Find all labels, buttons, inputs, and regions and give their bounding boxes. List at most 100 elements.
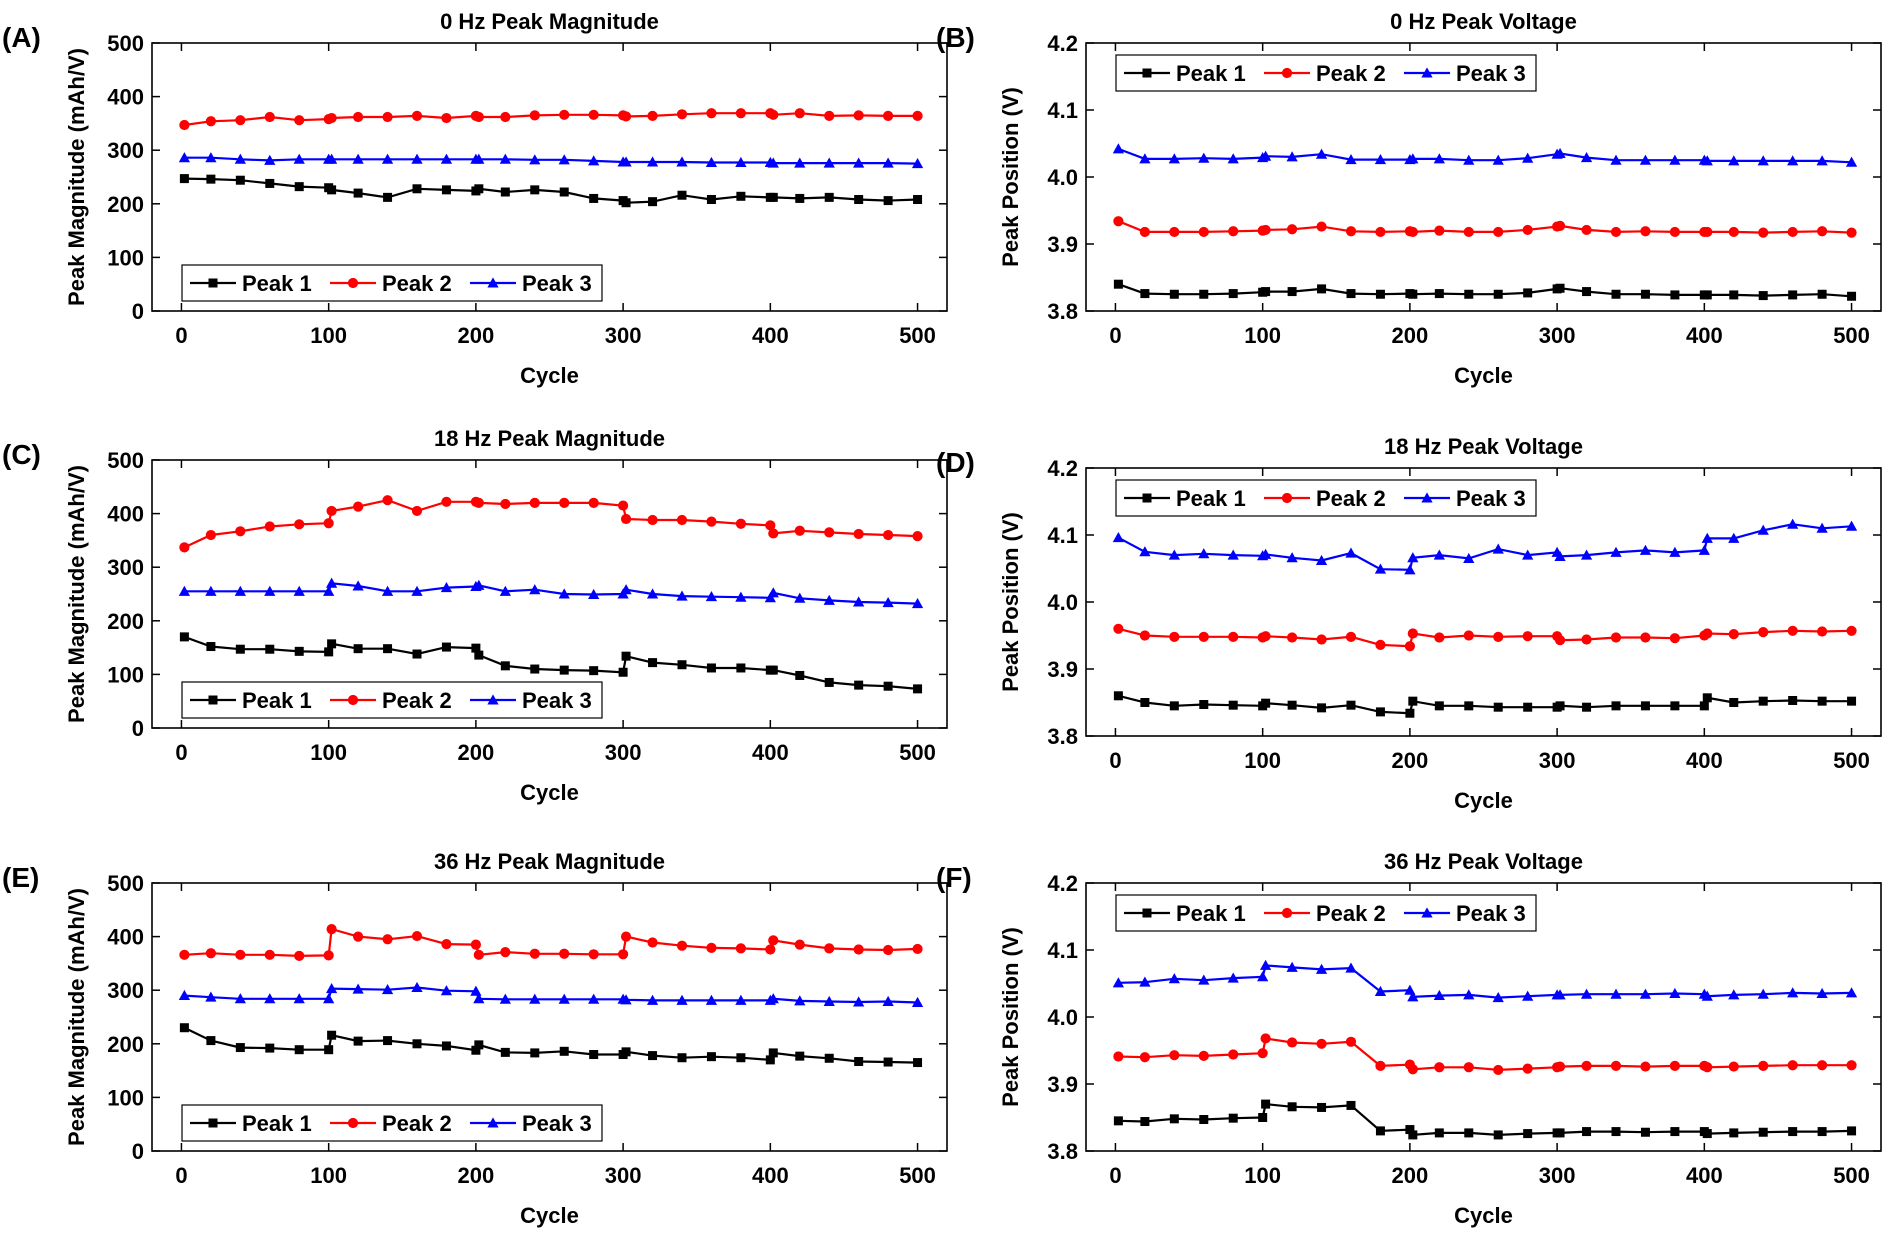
data-point <box>1817 696 1827 706</box>
data-point <box>883 681 893 691</box>
legend-marker <box>487 1117 499 1128</box>
chart-title: 36 Hz Peak Magnitude <box>434 849 665 874</box>
data-point <box>474 184 484 194</box>
data-point <box>794 592 806 603</box>
data-point <box>326 112 337 124</box>
data-point <box>558 154 570 165</box>
data-point <box>824 1053 834 1063</box>
data-point <box>353 1036 363 1046</box>
series-peak-3 <box>1112 959 1858 1003</box>
data-point <box>1758 1060 1769 1072</box>
data-point <box>1259 548 1272 559</box>
data-point <box>264 585 276 596</box>
data-point <box>1580 151 1593 163</box>
y-tick-label: 0 <box>132 299 144 324</box>
data-point <box>1315 963 1328 974</box>
data-point <box>1610 546 1622 557</box>
data-point <box>794 108 805 119</box>
data-point <box>1847 696 1857 706</box>
data-point <box>474 650 484 660</box>
data-point <box>1464 289 1474 299</box>
data-point <box>1522 549 1534 560</box>
data-point <box>383 192 393 202</box>
series-peak-2 <box>1113 623 1857 652</box>
data-point <box>706 516 717 527</box>
y-tick-label: 4.1 <box>1047 938 1078 963</box>
x-axis-label: Cycle <box>1454 363 1513 388</box>
x-tick-label: 200 <box>458 1163 495 1188</box>
legend-label: Peak 1 <box>1176 486 1246 511</box>
legend-item: Peak 3 <box>1404 61 1526 86</box>
panel-b: 0 Hz Peak Voltage (B) 0 100 200 300 400 500 3.8 3… <box>936 9 1882 388</box>
legend: Peak 1 Peak 2 Peak 3 <box>181 681 603 719</box>
data-point <box>1139 226 1150 238</box>
data-point <box>324 1045 334 1055</box>
data-point <box>559 1046 569 1056</box>
y-tick-label: 500 <box>107 31 144 56</box>
data-point <box>294 1045 304 1055</box>
data-point <box>765 1055 775 1065</box>
data-point <box>765 520 776 531</box>
data-point <box>1669 633 1680 644</box>
series-line <box>184 986 918 1004</box>
y-axis-label: Peak Magnitude (mAh/V) <box>64 48 89 306</box>
data-point <box>1112 532 1125 543</box>
data-point <box>735 156 747 168</box>
data-point <box>411 505 423 517</box>
x-tick-label: 200 <box>458 740 495 765</box>
data-point <box>1847 1126 1857 1136</box>
data-point <box>1728 532 1740 543</box>
data-point <box>1228 226 1239 237</box>
data-point <box>205 152 217 163</box>
data-point <box>795 670 805 680</box>
data-point <box>1434 701 1444 711</box>
data-point <box>620 931 632 942</box>
data-point <box>768 665 778 675</box>
data-point <box>706 108 717 119</box>
data-point <box>353 111 364 123</box>
data-point <box>1463 989 1475 1000</box>
data-point <box>473 993 485 1004</box>
legend-item: Peak 1 <box>1124 61 1246 86</box>
data-point <box>1434 289 1444 299</box>
data-point <box>794 157 806 168</box>
y-tick-label: 100 <box>107 662 144 687</box>
data-point <box>913 195 923 205</box>
data-point <box>1554 989 1566 1000</box>
data-point <box>1259 959 1272 970</box>
panel-label: (D) <box>936 447 975 478</box>
x-tick-label: 200 <box>1392 323 1429 348</box>
data-point <box>327 639 337 649</box>
data-point <box>1581 1060 1592 1072</box>
y-tick-label: 300 <box>107 978 144 1003</box>
data-point <box>588 497 599 508</box>
data-point <box>1758 227 1769 238</box>
data-point <box>1463 552 1475 563</box>
x-axis-label: Cycle <box>1454 1203 1513 1228</box>
data-point <box>853 596 865 607</box>
legend-label: Peak 2 <box>382 271 452 296</box>
x-tick-label: 500 <box>1833 1163 1870 1188</box>
data-point <box>293 585 305 596</box>
x-tick-label: 400 <box>752 1163 789 1188</box>
data-point <box>1113 623 1124 634</box>
data-point <box>1758 291 1768 301</box>
data-point <box>1198 1050 1209 1061</box>
data-point <box>883 944 894 956</box>
data-point <box>854 1056 864 1066</box>
data-point <box>1523 288 1533 298</box>
data-point <box>1257 1048 1268 1059</box>
data-point <box>294 115 305 126</box>
legend-item: Peak 2 <box>1264 61 1386 86</box>
data-point <box>1316 634 1327 645</box>
y-axis-label: Peak Position (V) <box>998 927 1023 1107</box>
chart-title: 0 Hz Peak Magnitude <box>440 9 659 34</box>
legend: Peak 1 Peak 2 Peak 3 <box>181 264 603 302</box>
data-point <box>381 153 394 164</box>
data-point <box>235 526 246 537</box>
legend-item: Peak 3 <box>1404 486 1526 511</box>
data-point <box>500 1047 510 1057</box>
series-line <box>1118 1102 1852 1137</box>
data-point <box>441 642 451 652</box>
